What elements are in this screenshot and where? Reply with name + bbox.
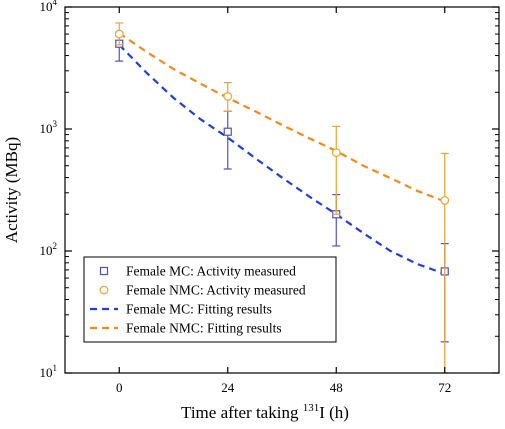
legend-symbol-circle [99,285,109,295]
legend-label: Female MC: Activity measured [126,264,296,279]
x-tick-label: 24 [221,380,235,395]
y-tick-label-base: 10 [40,243,53,258]
legend-box [83,256,337,343]
y-tick-label-exponent: 3 [53,119,58,129]
y-tick-label-exponent: 4 [53,0,58,7]
x-axis-label-suffix: I (h) [319,403,349,422]
y-tick-label: 101 [40,363,58,380]
data-point-square [223,127,232,136]
y-tick-label-exponent: 1 [53,363,58,373]
x-tick-label: 48 [330,380,343,395]
x-axis-label: Time after taking 131I (h) [181,402,349,422]
data-point-circle [331,148,341,158]
legend-label: Female MC: Fitting results [126,302,272,317]
fit-line [118,32,446,203]
legend: Female MC: Activity measured Female NMC: … [83,256,337,343]
series-layer [114,22,450,374]
data-point-circle [440,195,450,205]
x-tick-label: 0 [116,380,123,395]
x-axis-label-superscript: 131 [303,402,320,414]
y-tick-label-base: 10 [40,121,53,136]
series-female-mc-fitting-results [118,44,446,275]
y-tick-label: 103 [40,119,58,136]
fit-line [118,44,446,275]
y-axis-label: Activity (MBq) [2,137,21,243]
data-point-circle [114,29,124,39]
series-female-nmc-activity-measured [114,22,450,374]
y-tick-label: 102 [40,241,58,258]
legend-symbol-square [99,266,109,276]
y-tick-label-exponent: 2 [53,241,58,251]
x-axis-label-prefix: Time after taking [181,403,303,422]
y-tick-label-base: 10 [40,0,53,14]
legend-label: Female NMC: Fitting results [126,321,282,336]
data-point-circle [223,92,233,101]
x-tick-label: 72 [438,380,451,395]
y-tick-label: 104 [40,0,58,14]
legend-label: Female NMC: Activity measured [126,283,306,298]
series-female-nmc-fitting-results [118,32,446,203]
plot-frame [64,6,500,374]
y-tick-label-base: 10 [40,365,53,380]
